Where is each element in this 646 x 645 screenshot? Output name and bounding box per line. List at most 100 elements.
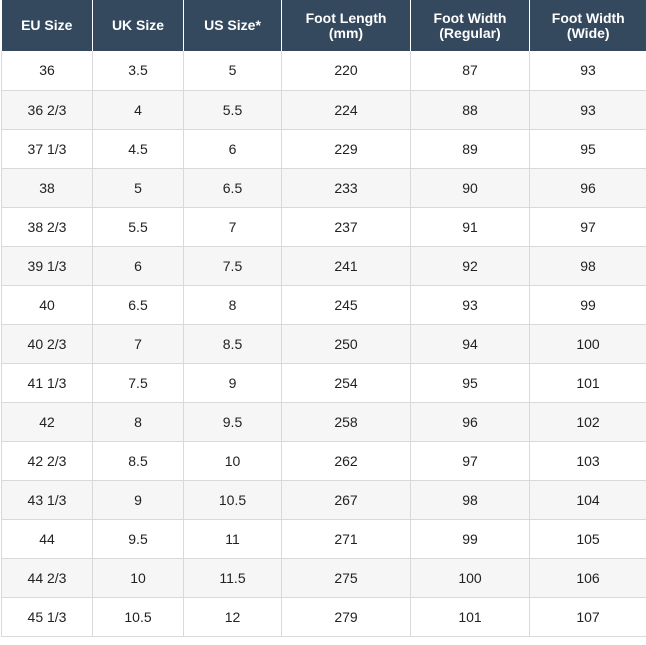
cell-foot-width-wide: 104: [529, 480, 646, 520]
cell-uk-size: 4.5: [92, 129, 184, 169]
cell-foot-width-wide: 93: [529, 51, 646, 91]
cell-us-size: 8: [183, 285, 282, 325]
cell-foot-width-regular: 99: [410, 519, 530, 559]
cell-foot-width-wide: 102: [529, 402, 646, 442]
cell-uk-size: 8.5: [92, 441, 184, 481]
cell-us-size: 8.5: [183, 324, 282, 364]
cell-uk-size: 7.5: [92, 363, 184, 403]
cell-foot-width-wide: 101: [529, 363, 646, 403]
table-row: 40 2/3 7 8.5 250 94 100: [1, 324, 646, 364]
cell-foot-width-wide: 97: [529, 207, 646, 247]
cell-eu-size: 44 2/3: [1, 558, 93, 598]
table-row: 40 6.5 8 245 93 99: [1, 285, 646, 325]
cell-foot-width-wide: 96: [529, 168, 646, 208]
header-eu-size: EU Size: [1, 0, 93, 51]
cell-us-size: 7.5: [183, 246, 282, 286]
cell-us-size: 11.5: [183, 558, 282, 598]
cell-uk-size: 4: [92, 90, 184, 130]
cell-us-size: 9.5: [183, 402, 282, 442]
cell-foot-length: 233: [281, 168, 411, 208]
cell-foot-width-regular: 95: [410, 363, 530, 403]
cell-eu-size: 43 1/3: [1, 480, 93, 520]
cell-foot-width-regular: 101: [410, 597, 530, 637]
header-foot-width-regular: Foot Width (Regular): [410, 0, 530, 51]
cell-foot-width-wide: 106: [529, 558, 646, 598]
cell-foot-width-regular: 87: [410, 51, 530, 91]
cell-uk-size: 6.5: [92, 285, 184, 325]
cell-eu-size: 39 1/3: [1, 246, 93, 286]
cell-foot-length: 279: [281, 597, 411, 637]
cell-foot-width-wide: 95: [529, 129, 646, 169]
cell-foot-length: 245: [281, 285, 411, 325]
cell-foot-width-wide: 98: [529, 246, 646, 286]
cell-uk-size: 5.5: [92, 207, 184, 247]
table-row: 42 8 9.5 258 96 102: [1, 402, 646, 442]
cell-eu-size: 38 2/3: [1, 207, 93, 247]
cell-uk-size: 6: [92, 246, 184, 286]
table-row: 44 9.5 11 271 99 105: [1, 519, 646, 559]
table-row: 45 1/3 10.5 12 279 101 107: [1, 597, 646, 637]
cell-eu-size: 44: [1, 519, 93, 559]
cell-us-size: 9: [183, 363, 282, 403]
cell-eu-size: 37 1/3: [1, 129, 93, 169]
cell-uk-size: 5: [92, 168, 184, 208]
cell-uk-size: 9: [92, 480, 184, 520]
cell-foot-width-regular: 98: [410, 480, 530, 520]
header-us-size: US Size*: [183, 0, 282, 51]
cell-us-size: 11: [183, 519, 282, 559]
cell-us-size: 12: [183, 597, 282, 637]
table-row: 36 3.5 5 220 87 93: [1, 51, 646, 91]
table-row: 41 1/3 7.5 9 254 95 101: [1, 363, 646, 403]
cell-eu-size: 38: [1, 168, 93, 208]
table-row: 38 5 6.5 233 90 96: [1, 168, 646, 208]
cell-eu-size: 42: [1, 402, 93, 442]
cell-eu-size: 36 2/3: [1, 90, 93, 130]
table-row: 44 2/3 10 11.5 275 100 106: [1, 558, 646, 598]
cell-foot-width-regular: 89: [410, 129, 530, 169]
cell-foot-width-regular: 92: [410, 246, 530, 286]
cell-foot-width-wide: 105: [529, 519, 646, 559]
cell-foot-width-regular: 90: [410, 168, 530, 208]
cell-uk-size: 10: [92, 558, 184, 598]
cell-foot-width-wide: 93: [529, 90, 646, 130]
cell-foot-width-regular: 93: [410, 285, 530, 325]
cell-us-size: 5.5: [183, 90, 282, 130]
table-header: EU Size UK Size US Size* Foot Length (mm…: [1, 0, 646, 51]
cell-foot-length: 254: [281, 363, 411, 403]
cell-uk-size: 7: [92, 324, 184, 364]
cell-foot-length: 267: [281, 480, 411, 520]
cell-uk-size: 3.5: [92, 51, 184, 91]
cell-foot-length: 262: [281, 441, 411, 481]
table-row: 43 1/3 9 10.5 267 98 104: [1, 480, 646, 520]
cell-foot-length: 220: [281, 51, 411, 91]
cell-foot-width-regular: 96: [410, 402, 530, 442]
cell-us-size: 7: [183, 207, 282, 247]
cell-foot-width-regular: 100: [410, 558, 530, 598]
cell-foot-width-regular: 88: [410, 90, 530, 130]
header-foot-width-wide: Foot Width (Wide): [529, 0, 646, 51]
table-body: 36 3.5 5 220 87 93 36 2/3 4 5.5 224 88 93 37 1/3 4.5 6…: [1, 51, 646, 637]
cell-eu-size: 42 2/3: [1, 441, 93, 481]
cell-eu-size: 40: [1, 285, 93, 325]
cell-eu-size: 41 1/3: [1, 363, 93, 403]
cell-foot-width-wide: 100: [529, 324, 646, 364]
cell-foot-length: 258: [281, 402, 411, 442]
table-row: 39 1/3 6 7.5 241 92 98: [1, 246, 646, 286]
cell-eu-size: 36: [1, 51, 93, 91]
cell-foot-length: 224: [281, 90, 411, 130]
cell-foot-length: 241: [281, 246, 411, 286]
cell-foot-length: 271: [281, 519, 411, 559]
cell-foot-width-regular: 91: [410, 207, 530, 247]
cell-foot-width-wide: 103: [529, 441, 646, 481]
table-row: 42 2/3 8.5 10 262 97 103: [1, 441, 646, 481]
cell-us-size: 5: [183, 51, 282, 91]
cell-foot-length: 229: [281, 129, 411, 169]
table-row: 36 2/3 4 5.5 224 88 93: [1, 90, 646, 130]
cell-foot-width-wide: 107: [529, 597, 646, 637]
cell-foot-width-wide: 99: [529, 285, 646, 325]
cell-us-size: 6.5: [183, 168, 282, 208]
table-row: 37 1/3 4.5 6 229 89 95: [1, 129, 646, 169]
header-foot-length: Foot Length (mm): [281, 0, 411, 51]
cell-foot-length: 250: [281, 324, 411, 364]
